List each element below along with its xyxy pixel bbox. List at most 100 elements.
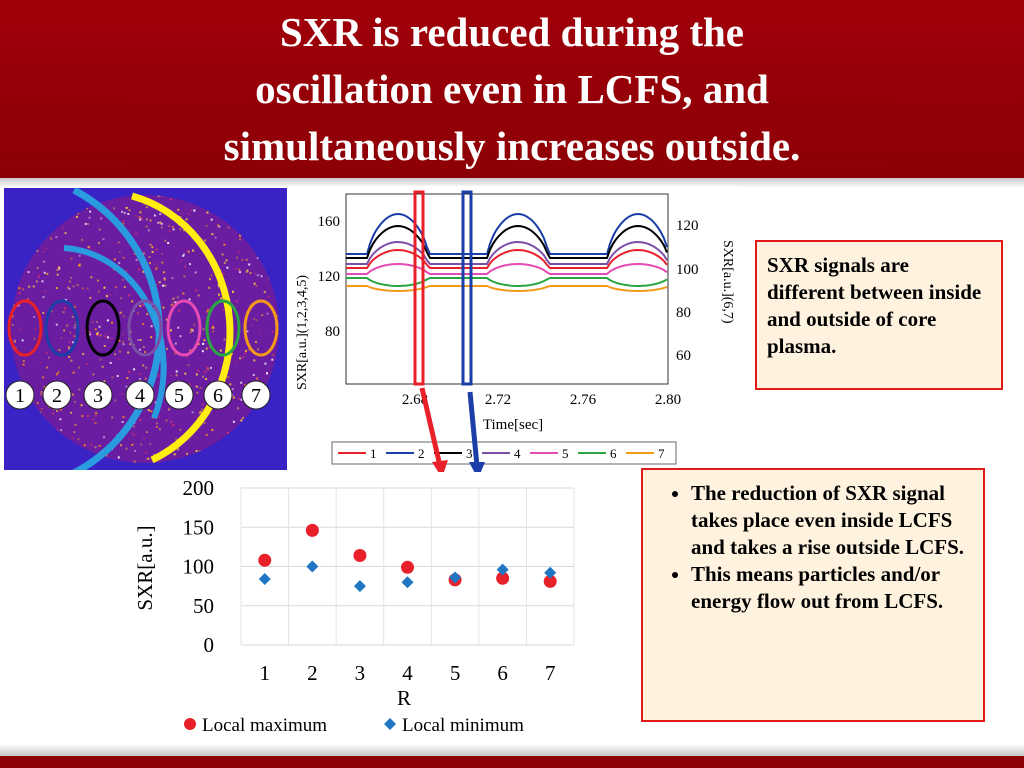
speckle [212, 326, 215, 329]
speckle [80, 404, 83, 407]
speckle [110, 337, 113, 340]
info-box-conclusions: The reduction of SXR signal takes place … [641, 468, 985, 722]
speckle [211, 233, 214, 236]
point-local-maximum [258, 553, 272, 567]
x-tick-label: 1 [260, 661, 271, 685]
speckle [158, 461, 161, 463]
plot-frame [345, 193, 669, 385]
x-tick-label: 7 [545, 661, 556, 685]
speckle [236, 256, 239, 259]
speckle [255, 319, 258, 322]
speckle [147, 229, 150, 232]
speckle [39, 411, 42, 414]
speckle [244, 384, 247, 386]
channel-label: 1 [15, 385, 25, 407]
speckle [103, 380, 106, 383]
speckle [258, 332, 261, 335]
speckle [117, 357, 120, 360]
speckle [204, 239, 207, 242]
speckle [88, 216, 91, 219]
y-left-tick: 120 [318, 269, 341, 285]
speckle [166, 347, 168, 350]
sxr-time-trace-plot: SXR[a.u.](1,2,3,4,5) SXR[a.u.](6,7) 80 1… [288, 186, 740, 468]
speckle [231, 388, 234, 391]
channel-label: 2 [52, 385, 62, 407]
list-item: This means particles and/or energy flow … [691, 561, 971, 615]
speckle [226, 266, 229, 269]
speckle [68, 347, 71, 350]
speckle [103, 345, 106, 347]
speckle [177, 326, 180, 329]
speckle [113, 258, 116, 261]
speckle [176, 448, 179, 451]
speckle [86, 362, 88, 365]
speckle [40, 391, 43, 393]
speckle [195, 450, 198, 453]
speckle [151, 246, 154, 249]
y-right-tick: 80 [676, 305, 691, 321]
speckle [162, 271, 165, 274]
y-tick-label: 0 [204, 633, 215, 657]
speckle [191, 329, 194, 332]
speckle [63, 329, 66, 332]
title-line: oscillation even in LCFS, and [255, 66, 769, 112]
speckle [205, 347, 208, 350]
y-tick-label: 150 [183, 515, 215, 539]
speckle [168, 229, 171, 232]
speckle [165, 318, 168, 321]
speckle [145, 206, 148, 209]
legend-entry: 5 [562, 446, 569, 461]
min-marker [461, 190, 473, 386]
speckle [173, 453, 176, 456]
speckle [122, 222, 125, 225]
channel-label: 3 [93, 385, 103, 407]
speckle [239, 271, 241, 274]
speckle [188, 383, 191, 386]
speckle [117, 456, 120, 459]
legend-entry: 2 [418, 446, 425, 461]
channel-label: 4 [135, 385, 145, 407]
speckle [187, 364, 190, 367]
x-tick: 2.76 [570, 392, 597, 408]
speckle [86, 287, 89, 290]
speckle [260, 275, 263, 278]
speckle [111, 416, 114, 419]
speckle [163, 277, 166, 280]
speckle [252, 374, 255, 376]
speckle [114, 286, 117, 289]
speckle [244, 352, 247, 355]
speckle [128, 209, 131, 212]
speckle [187, 251, 190, 253]
speckle [35, 280, 38, 283]
speckle [178, 309, 181, 312]
speckle [239, 357, 242, 360]
speckle [157, 374, 160, 377]
speckle [220, 297, 223, 300]
speckle [240, 381, 243, 384]
speckle [179, 335, 182, 338]
footer-shadow [0, 744, 1024, 758]
point-local-maximum [496, 571, 510, 585]
local-extrema-chart: 0 50 100 150 200 1 2 3 4 5 6 7 SXR[a.u.] R Local m… [122, 472, 596, 742]
speckle [205, 224, 208, 227]
speckle [105, 454, 108, 457]
channel-label-bg [203, 380, 233, 410]
speckle [77, 438, 80, 441]
speckle [135, 232, 137, 235]
speckle [206, 367, 209, 369]
speckle [34, 328, 37, 330]
point-local-minimum [306, 560, 319, 573]
point-local-minimum [401, 576, 414, 589]
slide-title: SXR is reduced during the oscillation ev… [0, 4, 1024, 175]
speckle [175, 370, 178, 373]
speckle [36, 267, 39, 270]
speckle [78, 254, 81, 257]
speckle [175, 374, 178, 377]
speckle [159, 213, 162, 216]
speckle [182, 292, 185, 295]
channel-ring-4 [127, 299, 163, 357]
speckle [154, 401, 157, 404]
trace-7 [346, 285, 668, 292]
speckle [189, 263, 191, 266]
speckle [32, 285, 35, 288]
